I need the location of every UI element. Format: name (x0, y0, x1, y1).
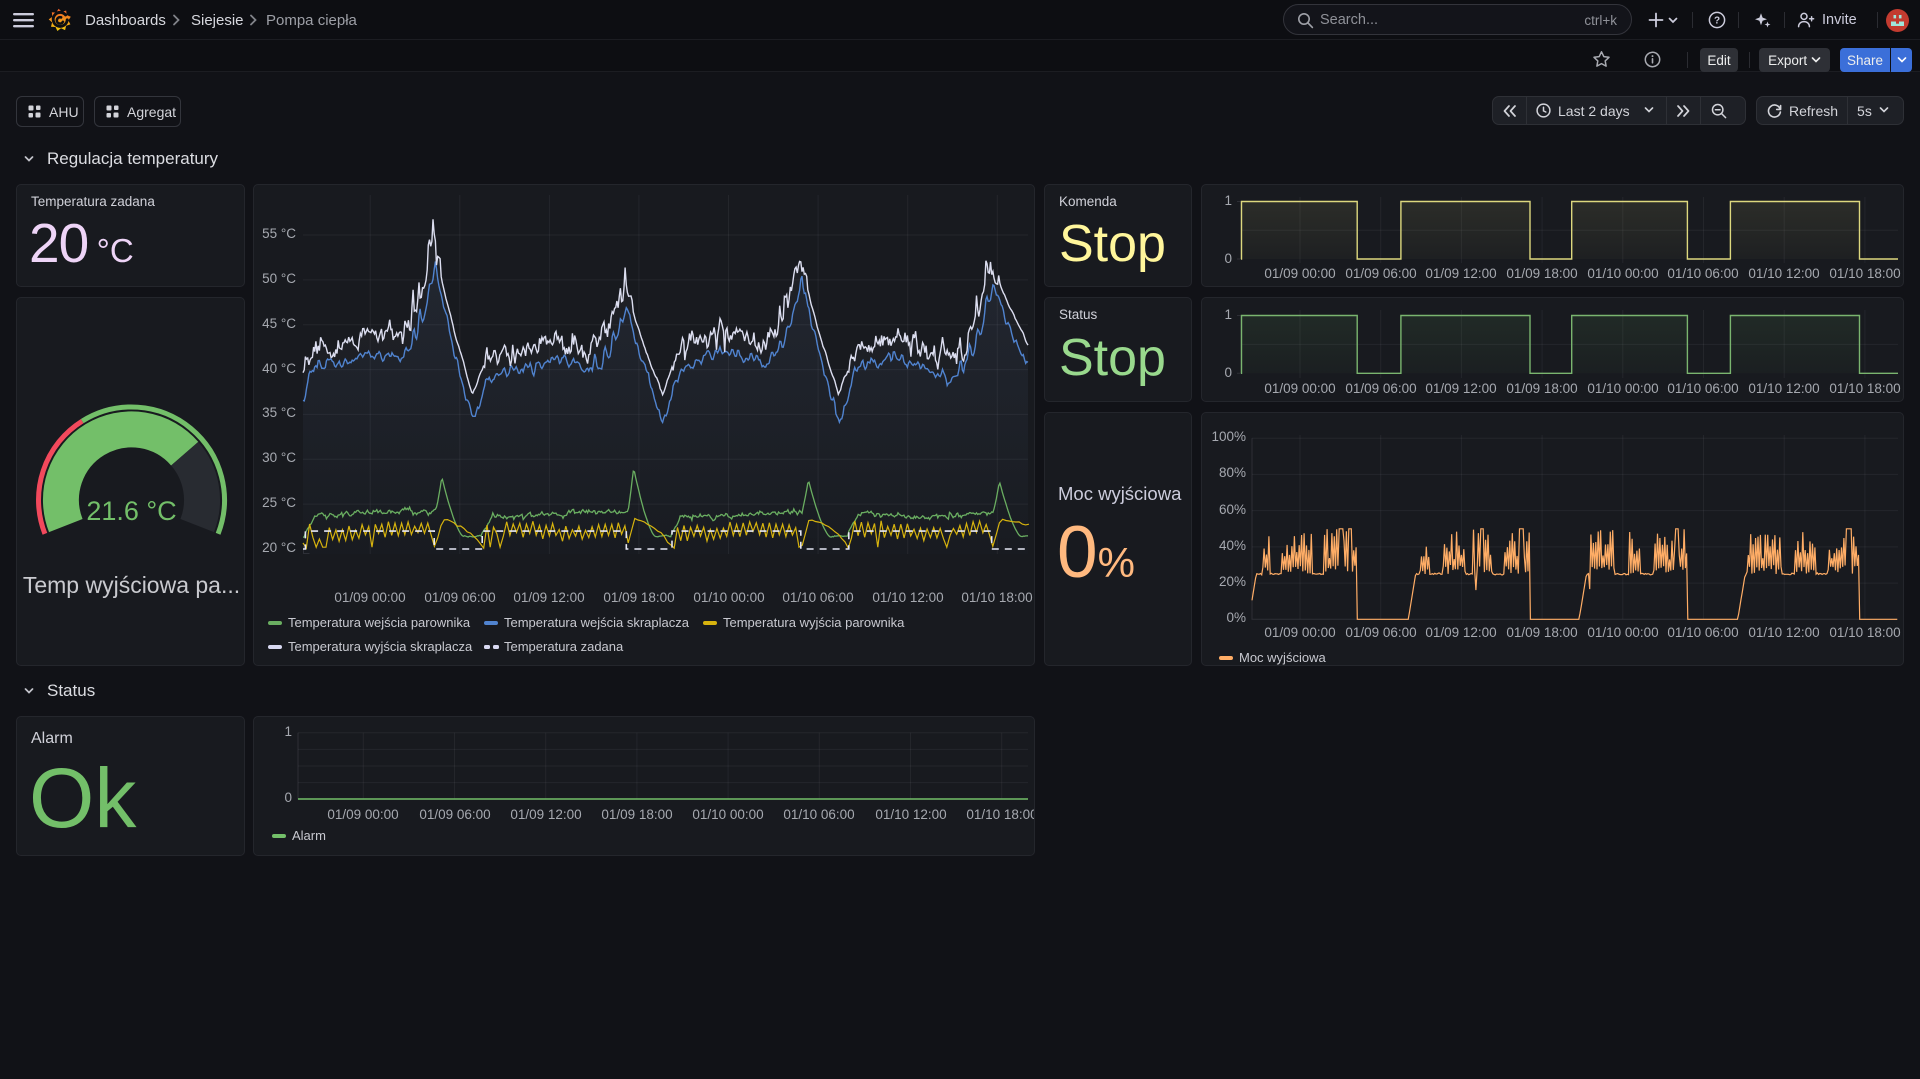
svg-text:?: ? (1714, 16, 1720, 27)
svg-text:Temp wyjściowa pa...: Temp wyjściowa pa... (23, 572, 240, 598)
svg-text:21.6 °C: 21.6 °C (86, 496, 176, 526)
